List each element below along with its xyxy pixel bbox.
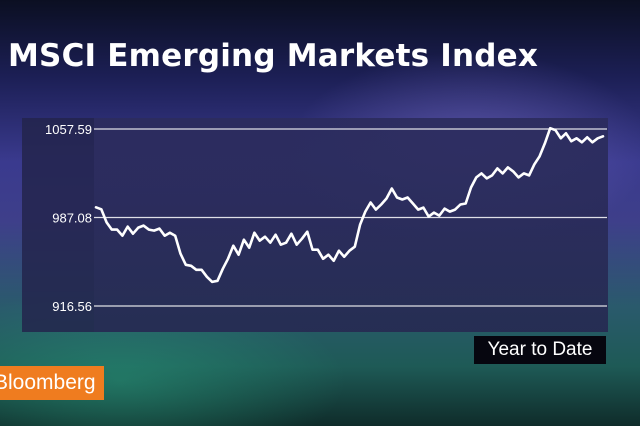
chart-title: MSCI Emerging Markets Index	[8, 38, 539, 74]
gridlines	[94, 128, 607, 307]
period-label: Year to Date	[474, 336, 606, 364]
label-strip	[22, 118, 94, 332]
plot-area	[94, 118, 608, 332]
index-series-line	[94, 126, 605, 284]
y-tick-label: 916.56	[52, 299, 92, 314]
bloomberg-logo: Bloomberg	[0, 366, 104, 400]
brand-text: Bloomberg	[0, 371, 96, 394]
y-tick-labels: 1057.59 987.08 916.56	[45, 122, 92, 314]
series	[94, 126, 605, 284]
y-tick-label: 1057.59	[45, 122, 92, 137]
y-tick-label: 987.08	[52, 210, 92, 225]
